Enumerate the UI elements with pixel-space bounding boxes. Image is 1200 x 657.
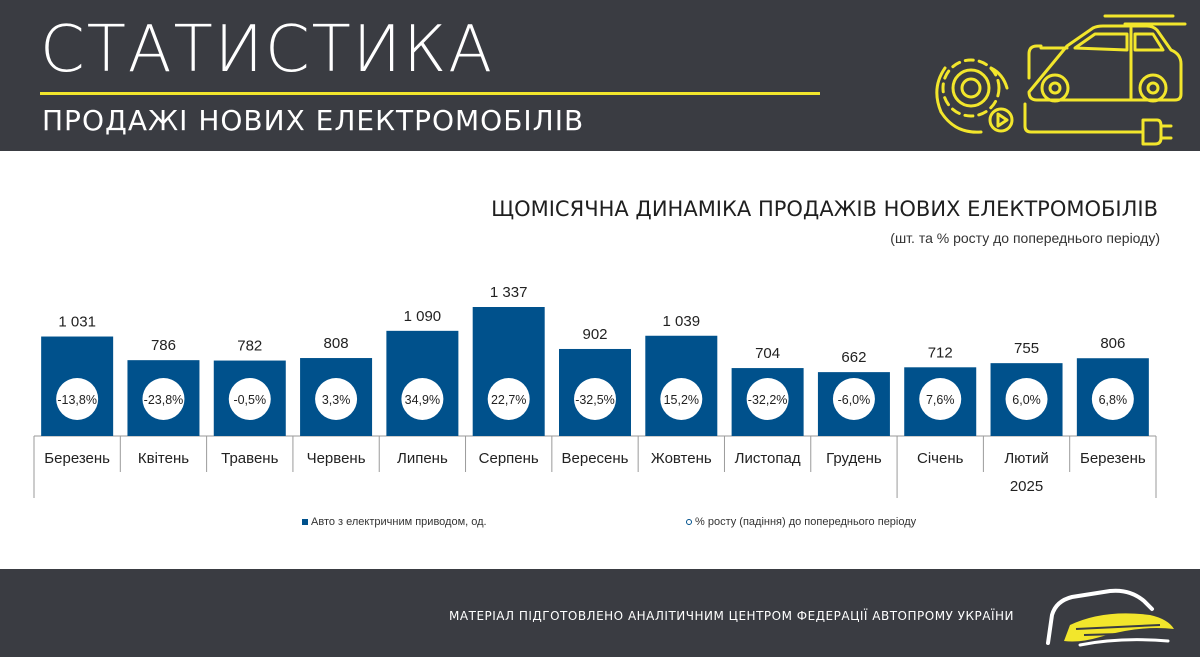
pct-value-label: 15,2% [664, 393, 699, 407]
pct-marker [1091, 378, 1134, 420]
chart-title: ЩОМІСЯЧНА ДИНАМІКА ПРОДАЖІВ НОВИХ ЕЛЕКТР… [491, 197, 1158, 221]
pct-value-label: -32,5% [575, 393, 615, 407]
x-tick-label: Листопад [735, 450, 801, 467]
bar-value-label: 712 [928, 344, 953, 361]
x-tick-label: Лютий [1004, 450, 1048, 467]
pct-value-label: -13,8% [57, 393, 97, 407]
legend-pct-label: % росту (падіння) до попереднього період… [695, 516, 917, 528]
x-tick-label: Травень [221, 450, 278, 467]
bar-value-label: 786 [151, 337, 176, 354]
pct-marker [487, 378, 530, 420]
pct-value-label: 34,9% [405, 393, 440, 407]
footer: МАТЕРІАЛ ПІДГОТОВЛЕНО АНАЛІТИЧНИМ ЦЕНТРО… [0, 569, 1200, 657]
pct-value-label: 6,0% [1012, 393, 1041, 407]
chart-subtitle: (шт. та % росту до попереднього періоду) [890, 230, 1160, 246]
pct-marker [142, 378, 185, 420]
legend-square-icon [302, 519, 308, 526]
bar-value-label: 1 031 [58, 314, 96, 331]
x-tick-label: Червень [307, 450, 366, 467]
x-tick-label: Квітень [138, 450, 189, 467]
bar-value-label: 755 [1014, 340, 1039, 357]
bar-value-label: 782 [237, 338, 262, 355]
pct-marker [228, 378, 271, 420]
legend-pct-series: % росту (падіння) до попереднього період… [686, 516, 916, 528]
auto-federation-logo-icon [1046, 588, 1174, 647]
bar-value-label: 902 [582, 326, 607, 343]
x-tick-label: Вересень [562, 450, 629, 467]
bar-value-label: 1 090 [404, 308, 442, 325]
page-title: СТАТИСТИКА [40, 13, 494, 87]
bar-value-label: 1 039 [663, 313, 701, 330]
x-tick-label: Березень [1080, 450, 1146, 467]
bar-value-label: 808 [324, 335, 349, 352]
pct-marker [1005, 378, 1048, 420]
bar-value-label: 806 [1100, 335, 1125, 352]
electric-car-gear-icon [935, 14, 1187, 146]
pct-value-label: 22,7% [491, 393, 526, 407]
legend-circle-icon [686, 519, 692, 526]
bar-value-label: 1 337 [490, 284, 528, 301]
pct-value-label: -23,8% [144, 393, 184, 407]
x-tick-label: Січень [917, 450, 964, 467]
pct-value-label: -0,5% [233, 393, 266, 407]
footer-text: МАТЕРІАЛ ПІДГОТОВЛЕНО АНАЛІТИЧНИМ ЦЕНТРО… [449, 609, 1014, 623]
x-tick-label: Серпень [479, 450, 539, 467]
pct-marker [832, 378, 875, 420]
pct-marker [315, 378, 358, 420]
x-tick-label: Липень [397, 450, 448, 467]
pct-marker [401, 378, 444, 420]
x-tick-label: Березень [44, 450, 110, 467]
pct-value-label: 6,8% [1099, 393, 1128, 407]
bar-value-label: 704 [755, 345, 780, 362]
year-group-label: 2025 [1010, 478, 1043, 495]
pct-marker [660, 378, 703, 420]
header: СТАТИСТИКА ПРОДАЖІ НОВИХ ЕЛЕКТРОМОБІЛІВ [0, 0, 1200, 151]
x-tick-label: Грудень [826, 450, 882, 467]
pct-marker [56, 378, 99, 420]
x-tick-label: Жовтень [651, 450, 712, 467]
bar-value-label: 662 [841, 349, 866, 366]
pct-marker [746, 378, 789, 420]
pct-value-label: -32,2% [748, 393, 788, 407]
pct-value-label: -6,0% [838, 393, 871, 407]
title-underline [40, 92, 820, 95]
pct-value-label: 3,3% [322, 393, 351, 407]
legend-bar-label: Авто з електричним приводом, од. [311, 516, 487, 528]
pct-marker [919, 378, 962, 420]
bar-chart: 1 031 -13,8% Березень 786 -23,8% Квітень 782 -0… [33, 284, 1157, 498]
pct-marker [574, 378, 616, 420]
legend-bar-series: Авто з електричним приводом, од. [302, 516, 487, 528]
page-subtitle: ПРОДАЖІ НОВИХ ЕЛЕКТРОМОБІЛІВ [42, 104, 585, 137]
pct-value-label: 7,6% [926, 393, 955, 407]
